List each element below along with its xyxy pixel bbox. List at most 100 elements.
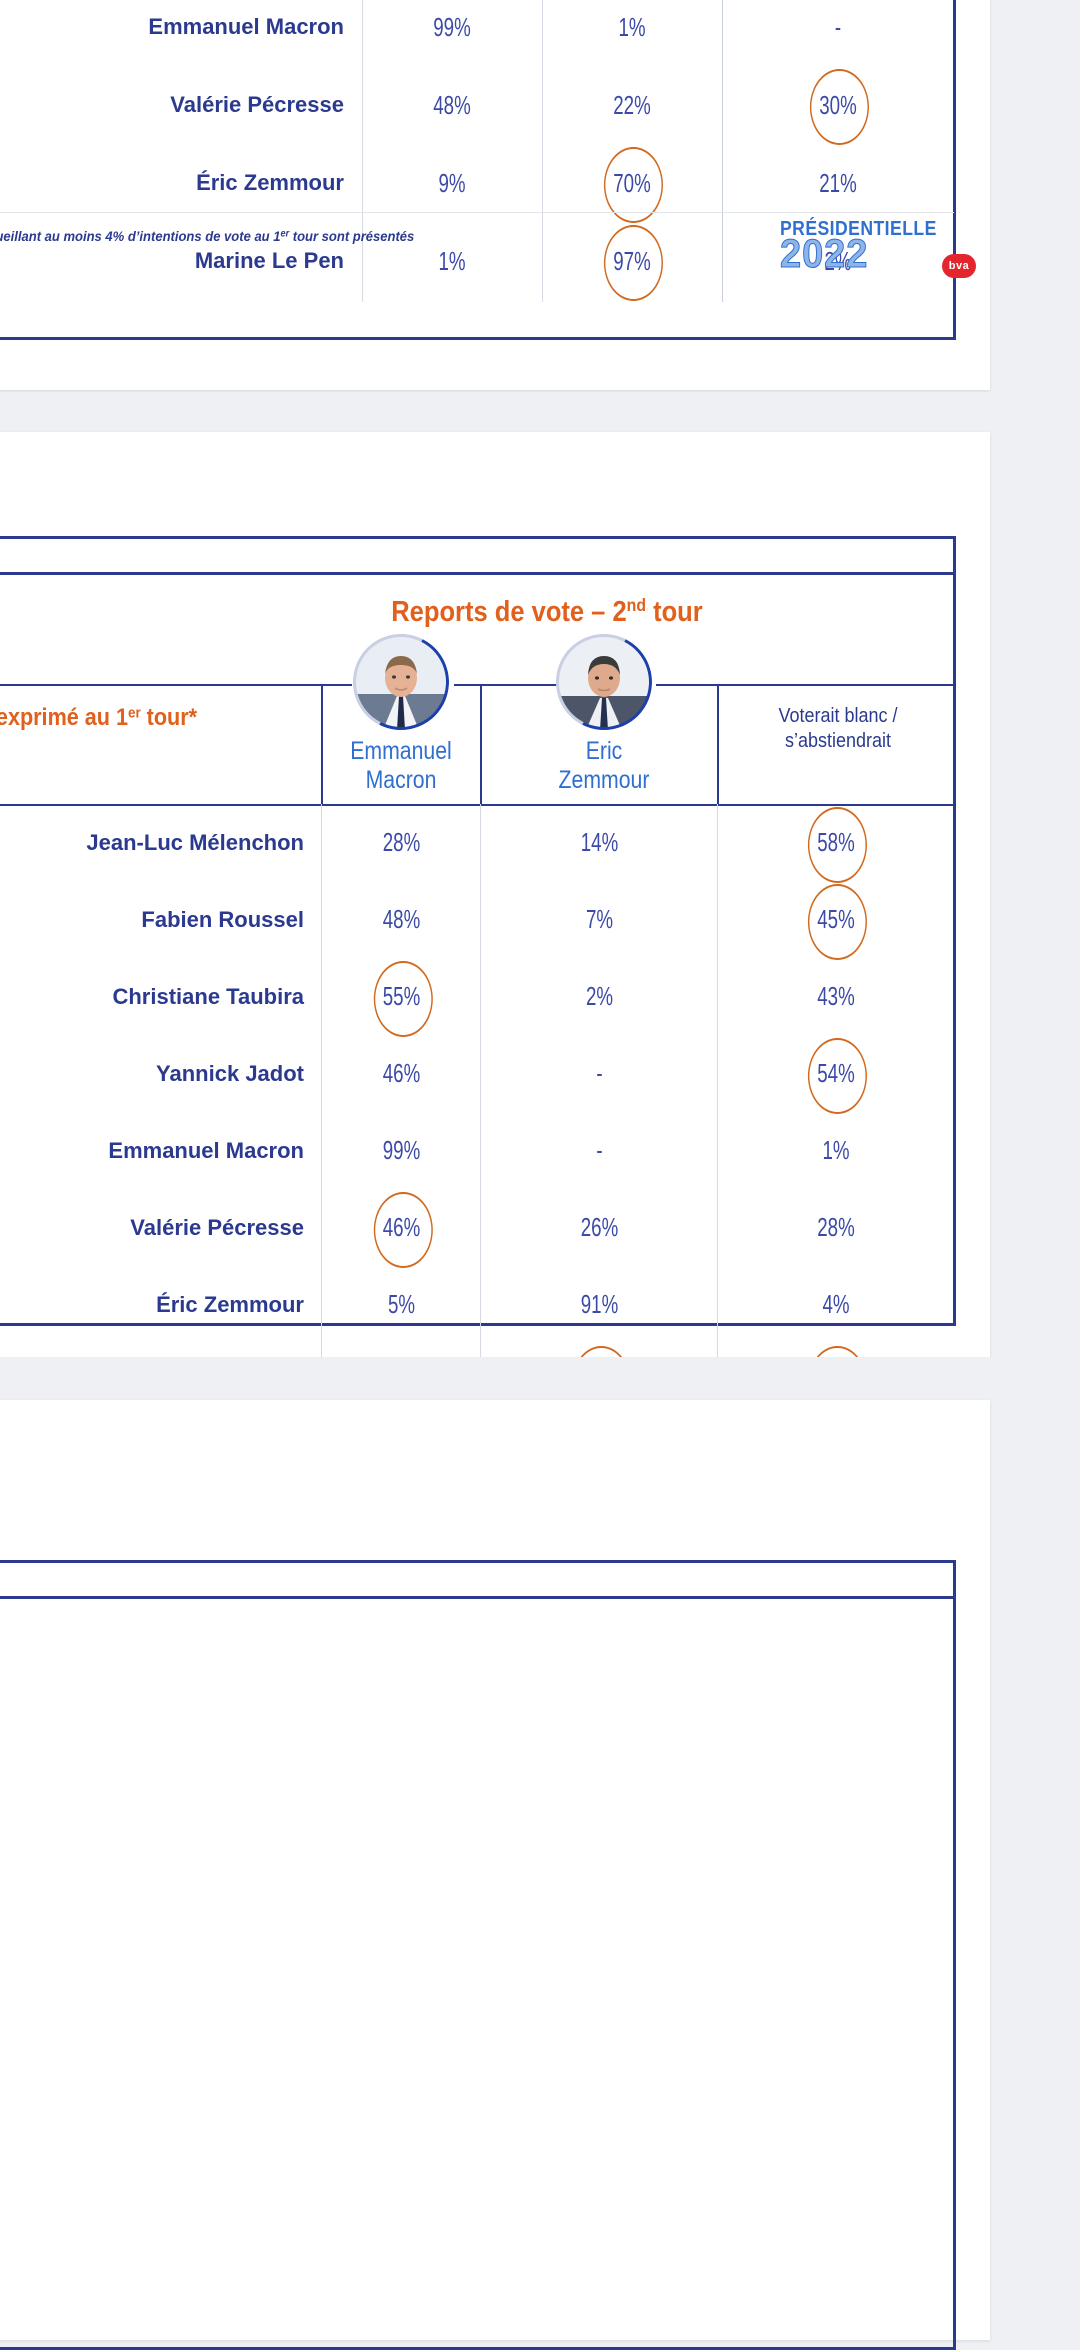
header-top-rule	[322, 684, 352, 686]
cell-abstention: 30%	[754, 66, 921, 145]
column-divider	[362, 0, 363, 302]
cell-abstention: 45%	[751, 881, 921, 960]
table-row: Éric Zemmour 5% 91% 4%	[0, 1266, 954, 1343]
column-divider	[480, 804, 481, 1420]
portrait-inner-ring	[556, 634, 652, 730]
table-row: Fabien Roussel 48% 7% 45%	[0, 881, 954, 960]
column-header-abstention: Voterait blanc / s’abstiendrait	[778, 705, 898, 752]
column-divider	[321, 804, 322, 1420]
cell-zemmour: -	[596, 1135, 603, 1165]
logo-line-1: PRÉSIDENTIELLE	[780, 218, 937, 240]
logo-line-2: 2022	[780, 232, 869, 277]
table-row: Emmanuel Macron 99% - 1%	[0, 1112, 954, 1189]
column-divider	[722, 0, 723, 302]
cell-macron: 99%	[382, 1135, 421, 1165]
cell-abstention: 54%	[751, 1035, 921, 1114]
portrait-inner-ring	[353, 634, 449, 730]
cell-abstention: 21%	[819, 167, 857, 198]
cell-zemmour: 1%	[618, 11, 646, 42]
column-header-macron: Emmanuel Macron	[336, 737, 465, 795]
slide-frame	[0, 1560, 956, 2350]
table-bottom-rule	[0, 212, 954, 213]
slide-3: n / Valérie Pécresse	[0, 1400, 990, 2350]
header-top-rule	[656, 684, 718, 686]
cell-abstention: 58%	[751, 804, 921, 883]
table-body: Emmanuel Macron 99% 1% - Valérie Pécress…	[0, 0, 954, 301]
slide-card-1: Emmanuel Macron 99% 1% - Valérie Pécress…	[0, 0, 990, 390]
cell-macron: 28%	[382, 827, 421, 857]
cell-zemmour: 26%	[580, 1212, 619, 1242]
header-top-rule	[718, 684, 956, 686]
cell-macron: 55%	[344, 958, 458, 1037]
slide-frame	[0, 536, 956, 1326]
row-label: Marine Le Pen	[194, 248, 344, 273]
candidate-last-name: Macron	[365, 765, 437, 794]
cell-zemmour: 91%	[580, 1289, 619, 1319]
row-label: Valérie Pécresse	[170, 92, 344, 117]
portrait-ring	[556, 634, 652, 730]
table-row: Marine Le Pen 1% 97% 2%	[0, 222, 954, 301]
row-label: Emmanuel Macron	[148, 14, 344, 39]
table-row: Valérie Pécresse 46% 26% 28%	[0, 1189, 954, 1268]
cell-macron: 48%	[382, 904, 421, 934]
cell-macron: 1%	[438, 245, 466, 276]
cell-macron: 5%	[387, 1289, 416, 1319]
header-col-divider	[480, 684, 482, 804]
row-label: Jean-Luc Mélenchon	[86, 829, 304, 855]
table-row: Jean-Luc Mélenchon 28% 14% 58%	[0, 804, 954, 883]
table-row: Emmanuel Macron 99% 1% -	[0, 0, 954, 66]
presidentielle-2022-logo: PRÉSIDENTIELLE 2022 bva	[780, 218, 976, 280]
slide-card-3: n / Valérie Pécresse	[0, 1400, 990, 2350]
bva-badge: bva	[942, 254, 976, 278]
cell-zemmour: 14%	[580, 827, 619, 857]
row-header-label: Vote exprimé au 1er tour*	[0, 704, 198, 731]
row-label: Éric Zemmour	[196, 170, 344, 195]
header-top-rule	[0, 684, 322, 686]
table-row: Éric Zemmour 9% 70% 21%	[0, 144, 954, 223]
cell-zemmour: 22%	[613, 89, 651, 120]
card-gap-2	[0, 1357, 1080, 1400]
cell-zemmour: 7%	[585, 904, 614, 934]
candidate-last-name: Zemmour	[558, 765, 650, 794]
row-label: Éric Zemmour	[156, 1291, 304, 1317]
cell-abstention: 2%	[824, 245, 852, 276]
portrait-ring	[353, 634, 449, 730]
reports-heading: Reports de vote – 2nd tour	[391, 595, 703, 628]
header-col-divider	[717, 684, 719, 804]
cell-macron: 46%	[382, 1058, 421, 1088]
header-bottom-rule	[0, 804, 956, 806]
table-row: Christiane Taubira 55% 2% 43%	[0, 958, 954, 1037]
vote-transfer-table-1: Emmanuel Macron 99% 1% - Valérie Pécress…	[0, 0, 954, 301]
candidate-first-name: Emmanuel	[350, 737, 452, 765]
cell-macron: 9%	[438, 167, 466, 198]
table-footnote: *Seuls les candidats recueillant au moin…	[0, 228, 415, 244]
candidate-first-name: Eric	[585, 737, 623, 765]
cell-abstention: -	[834, 11, 842, 42]
zemmour-portrait	[556, 634, 652, 730]
column-divider	[717, 804, 718, 1420]
title-rule	[0, 572, 956, 575]
cell-macron: 99%	[433, 11, 471, 42]
table-row: Yannick Jadot 46% - 54%	[0, 1035, 954, 1114]
column-header-zemmour: Eric Zemmour	[539, 737, 668, 795]
slide-card-2: on / Eric Zemmour Reports de vote – 2nd …	[0, 432, 990, 1484]
slide-1: Emmanuel Macron 99% 1% - Valérie Pécress…	[0, 0, 990, 390]
title-rule	[0, 1596, 956, 1599]
column-divider	[542, 0, 543, 302]
table-row: Valérie Pécresse 48% 22% 30%	[0, 66, 954, 145]
row-label: Valérie Pécresse	[130, 1214, 304, 1240]
table-body: Jean-Luc Mélenchon 28% 14% 58% Fabien Ro…	[0, 804, 954, 1422]
header-top-rule	[454, 684, 558, 686]
cell-zemmour: 70%	[567, 144, 697, 223]
vote-transfer-table-2: Jean-Luc Mélenchon 28% 14% 58% Fabien Ro…	[0, 804, 954, 1422]
cell-macron: 46%	[344, 1189, 458, 1268]
cell-zemmour: 2%	[585, 981, 614, 1011]
row-label: Yannick Jadot	[156, 1060, 304, 1086]
row-label: Fabien Roussel	[141, 906, 304, 932]
cell-zemmour: 97%	[567, 222, 697, 301]
row-label: Emmanuel Macron	[108, 1137, 304, 1163]
cell-abstention: 43%	[817, 981, 855, 1011]
macron-portrait	[353, 634, 449, 730]
cell-macron: 48%	[433, 89, 471, 120]
